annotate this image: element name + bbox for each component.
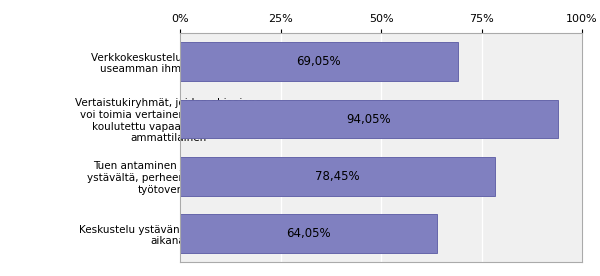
Text: 64,05%: 64,05% [286, 227, 331, 240]
Bar [180, 42, 458, 81]
Text: 69,05%: 69,05% [296, 55, 341, 68]
Bar [180, 100, 558, 139]
Text: 78,45%: 78,45% [316, 170, 360, 183]
Bar [180, 157, 496, 196]
Bar [180, 214, 437, 253]
Text: 94,05%: 94,05% [347, 113, 391, 126]
